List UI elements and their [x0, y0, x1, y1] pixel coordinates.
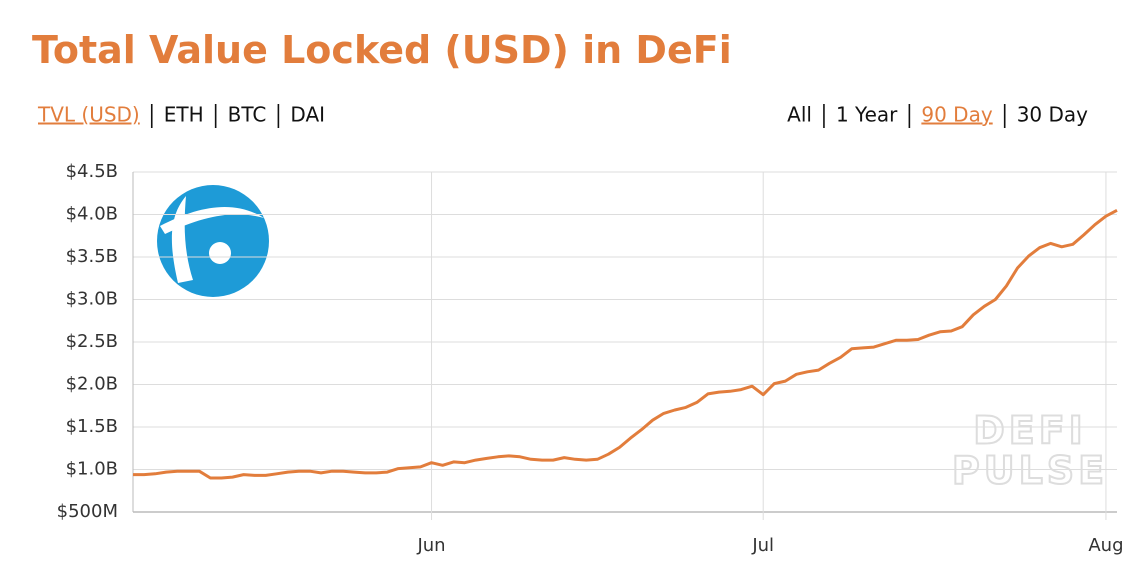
- y-tick-label: $3.5B: [66, 246, 118, 267]
- x-tick-label: Aug: [1088, 535, 1123, 556]
- y-tick-label: $4.5B: [66, 161, 118, 182]
- ranges-group: All 1 Year 90 Day 30 Day: [787, 103, 1088, 128]
- y-tick-label: $4.0B: [66, 204, 118, 225]
- tab[interactable]: DAI: [290, 103, 325, 127]
- y-tick-label: $500M: [57, 501, 118, 522]
- x-tick-label: Jun: [416, 535, 445, 556]
- y-tick-label: $2.5B: [66, 331, 118, 352]
- tab[interactable]: 1 Year: [836, 103, 898, 127]
- tvl-line: [133, 208, 1118, 480]
- tabs-group: TVL (USD) ETH BTC DAI: [37, 103, 325, 128]
- tab[interactable]: BTC: [228, 103, 267, 127]
- y-tick-label: $1.5B: [66, 416, 118, 437]
- tab[interactable]: 30 Day: [1017, 103, 1088, 127]
- tab[interactable]: TVL (USD): [37, 103, 140, 127]
- tab[interactable]: 90 Day: [921, 103, 992, 127]
- tab[interactable]: All: [787, 103, 812, 127]
- watermark: PULSE: [952, 449, 1108, 493]
- y-tick-label: $3.0B: [66, 289, 118, 310]
- tab[interactable]: ETH: [164, 103, 204, 127]
- y-tick-label: $1.0B: [66, 459, 118, 480]
- watermark: DEFI: [973, 409, 1087, 453]
- page-title: Total Value Locked (USD) in DeFi: [32, 28, 732, 72]
- x-tick-label: Jul: [751, 535, 774, 556]
- y-tick-label: $2.0B: [66, 374, 118, 395]
- logo: [157, 185, 269, 297]
